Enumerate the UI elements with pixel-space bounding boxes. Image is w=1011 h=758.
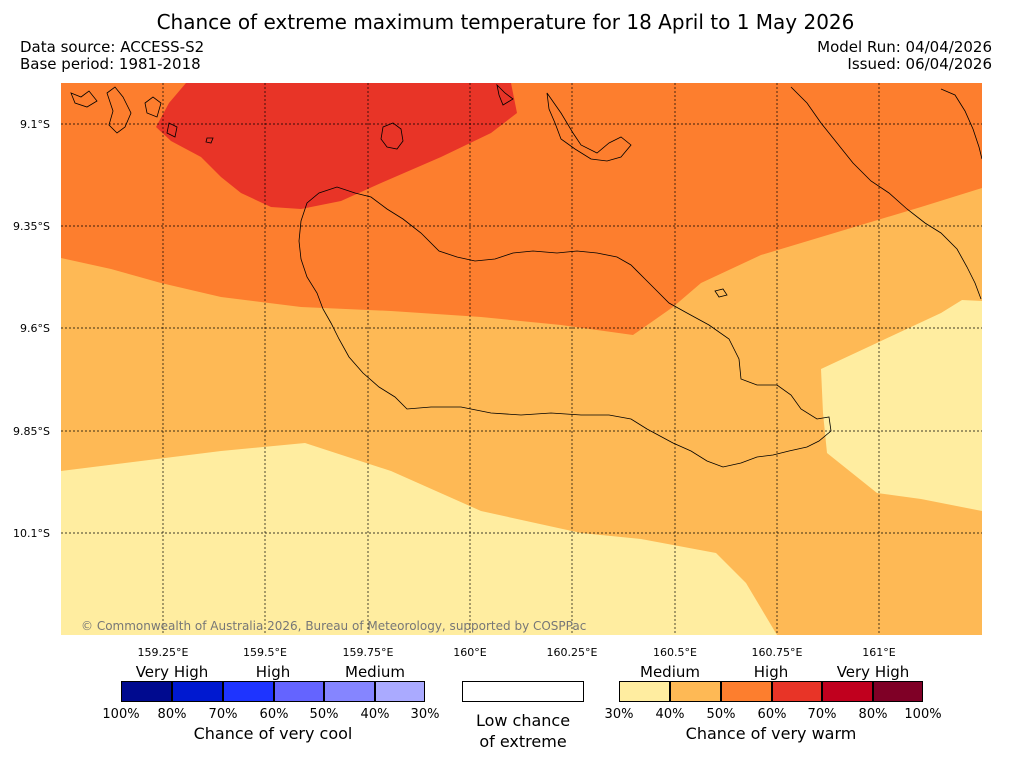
lon-label: 160°E (453, 646, 487, 659)
neutral-caption-line1: Low chance (475, 711, 571, 730)
warm-swatch (721, 681, 772, 702)
probability-map (61, 83, 982, 635)
warm-swatch (670, 681, 721, 702)
cool-swatch (375, 681, 425, 702)
cool-category-high: High (255, 663, 291, 681)
cool-category-medium: Medium (345, 663, 405, 681)
coastlines (70, 83, 982, 468)
warm-category-very-high: Very High (836, 663, 910, 681)
warm-tick: 80% (858, 707, 888, 722)
warm-tick: 100% (904, 707, 942, 722)
cool-tick: 50% (309, 707, 339, 722)
lon-label: 159.75°E (342, 646, 394, 659)
warm-swatch (772, 681, 822, 702)
cool-swatch (121, 681, 172, 702)
warm-tick: 30% (604, 707, 634, 722)
warm-caption: Chance of very warm (685, 724, 857, 743)
warm-tick: 50% (706, 707, 736, 722)
warm-category-medium: Medium (640, 663, 700, 681)
lon-label: 160.5°E (653, 646, 697, 659)
run-info: Model Run: 04/04/2026 Issued: 06/04/2026 (817, 39, 992, 73)
base-period: Base period: 1981-2018 (20, 55, 201, 73)
lon-label: 161°E (862, 646, 896, 659)
warm-tick: 70% (807, 707, 837, 722)
zone-30-40-south (61, 443, 777, 635)
lat-label: 10.1°S (13, 527, 50, 540)
copyright-notice: © Commonwealth of Australia 2026, Bureau… (81, 619, 587, 633)
cool-tick: 70% (208, 707, 238, 722)
data-source: Data source: ACCESS-S2 (20, 38, 205, 56)
map-panel[interactable] (61, 83, 982, 635)
cool-swatch (274, 681, 324, 702)
cool-swatch (223, 681, 274, 702)
lon-label: 160.75°E (751, 646, 803, 659)
lon-label: 160.25°E (546, 646, 598, 659)
cool-tick: 80% (157, 707, 187, 722)
cool-swatch (172, 681, 223, 702)
cool-tick: 40% (360, 707, 390, 722)
source-info: Data source: ACCESS-S2 Base period: 1981… (20, 39, 204, 73)
warm-swatch (873, 681, 923, 702)
warm-tick: 40% (655, 707, 685, 722)
warm-tick: 60% (757, 707, 787, 722)
neutral-caption: Low chance of extreme (443, 710, 603, 752)
zone-30-40-east (821, 300, 982, 511)
warm-category-high: High (753, 663, 789, 681)
map-title: Chance of extreme maximum temperature fo… (156, 10, 855, 34)
lon-label: 159.25°E (137, 646, 189, 659)
zone-60-70 (156, 83, 517, 209)
cool-category-very-high: Very High (135, 663, 209, 681)
cool-tick: 30% (410, 707, 440, 722)
lat-label: 9.85°S (13, 425, 50, 438)
cool-tick: 100% (102, 707, 140, 722)
neutral-caption-line2: of extreme (479, 732, 567, 751)
cool-caption: Chance of very cool (193, 724, 353, 743)
graticule (61, 83, 982, 635)
warm-swatch (822, 681, 873, 702)
model-run: Model Run: 04/04/2026 (817, 38, 992, 56)
lat-label: 9.6°S (20, 322, 50, 335)
lon-label: 159.5°E (243, 646, 287, 659)
lat-label: 9.35°S (13, 220, 50, 233)
lat-label: 9.1°S (20, 118, 50, 131)
cool-tick: 60% (259, 707, 289, 722)
neutral-swatch (462, 681, 584, 702)
warm-swatch (619, 681, 670, 702)
issued-date: Issued: 06/04/2026 (847, 55, 992, 73)
cool-swatch (324, 681, 375, 702)
